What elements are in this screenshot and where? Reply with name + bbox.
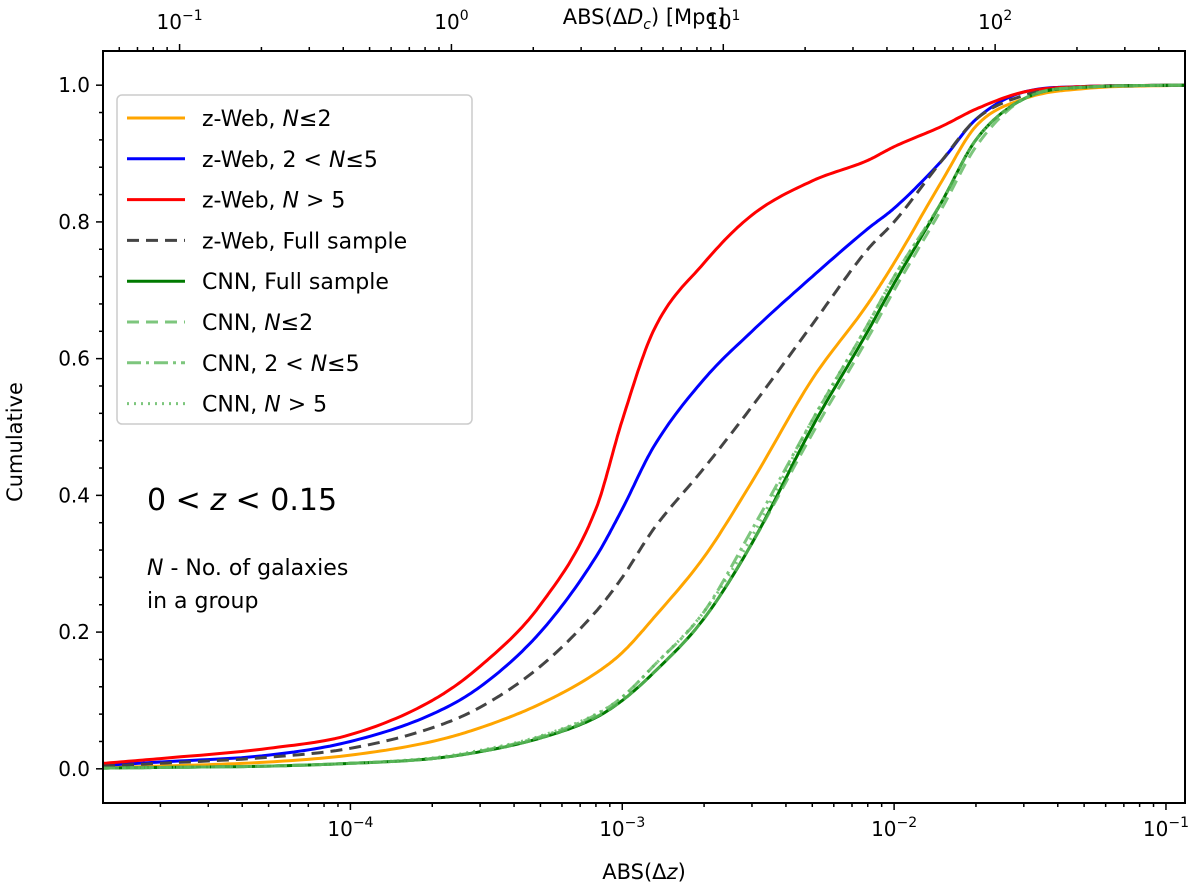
x-tick-label-base: 10 bbox=[599, 817, 624, 841]
redshift-range-part: 0 < bbox=[147, 483, 210, 518]
legend-label: z-Web, 2 < N≤5 bbox=[202, 148, 378, 173]
legend-label-part: N bbox=[283, 107, 299, 132]
legend-label: CNN, N > 5 bbox=[202, 393, 327, 418]
ticks-layer: 10−4 10−3 10−2 10−110−1 100 101 1020.00.20.40.… bbox=[58, 8, 1189, 841]
y-tick-label: 0.4 bbox=[58, 483, 90, 507]
x-tick-label: 10−4 bbox=[327, 815, 373, 841]
legend-label: CNN, 2 < N≤5 bbox=[202, 352, 360, 377]
plot-frame bbox=[102, 50, 1186, 804]
legend-label-part: CNN, Full sample bbox=[202, 270, 389, 295]
legend-box bbox=[116, 94, 473, 425]
group-size-note-part: - No. of galaxies bbox=[163, 556, 348, 581]
x-tick-label: 10−2 bbox=[871, 815, 917, 841]
redshift-range-annotation: 0 < z < 0.15 bbox=[147, 483, 337, 518]
series-line-8 bbox=[103, 83, 1185, 770]
group-size-note: N - No. of galaxies bbox=[147, 556, 348, 581]
legend-label: z-Web, N > 5 bbox=[202, 189, 345, 214]
top-tick-label-exponent: 2 bbox=[1003, 8, 1012, 24]
legend-label-part: ≤5 bbox=[345, 148, 377, 173]
legend-label-part: z-Web, Full sample bbox=[202, 229, 407, 254]
legend-label-part: z-Web, 2 < bbox=[202, 148, 329, 173]
top-tick-label-base: 10 bbox=[157, 10, 182, 34]
legend-label-part: N bbox=[264, 393, 280, 418]
legend-label-part: > 5 bbox=[299, 189, 345, 214]
legend-label: z-Web, Full sample bbox=[202, 229, 407, 254]
x-tick-label-exponent: −3 bbox=[625, 815, 646, 831]
group-size-note-line2: in a group bbox=[147, 589, 258, 614]
x-tick-label-exponent: −2 bbox=[897, 815, 918, 831]
x-tick-label-exponent: −4 bbox=[353, 815, 374, 831]
top-tick-label: 102 bbox=[978, 8, 1012, 34]
y-tick-label: 0.0 bbox=[58, 757, 90, 781]
y-tick-label: 0.8 bbox=[58, 210, 90, 234]
top-axis-title-part: ABS(Δ bbox=[563, 5, 628, 29]
x-tick-label: 10−3 bbox=[599, 815, 645, 841]
y-tick-label: 0.2 bbox=[58, 620, 90, 644]
x-tick-label-base: 10 bbox=[1143, 817, 1168, 841]
legend-label-part: N bbox=[283, 189, 299, 214]
annotations: 0 < z < 0.15 N - No. of galaxies in a gr… bbox=[147, 483, 348, 614]
top-axis-title: ABS(ΔDc) [Mpc] bbox=[563, 5, 725, 33]
legend-label-part: N bbox=[311, 352, 327, 377]
x-axis-title-part: ) bbox=[678, 860, 686, 884]
series-line-3 bbox=[102, 83, 1185, 765]
y-tick-label: 0.6 bbox=[58, 347, 90, 371]
y-axis-title: Cumulative bbox=[3, 382, 27, 502]
top-tick-label-exponent: 0 bbox=[460, 8, 469, 24]
legend-label-part: CNN, bbox=[202, 393, 264, 418]
legend-label-part: N bbox=[329, 148, 345, 173]
legend-label-part: CNN, 2 < bbox=[202, 352, 311, 377]
legend-label-part: > 5 bbox=[281, 393, 327, 418]
legend-label-part: ≤5 bbox=[327, 352, 359, 377]
x-tick-label-exponent: −1 bbox=[1168, 815, 1189, 831]
legend-label: z-Web, N≤2 bbox=[202, 107, 331, 132]
top-tick-label: 10−1 bbox=[157, 8, 203, 34]
legend-label-part: z-Web, bbox=[202, 107, 283, 132]
redshift-range-part: z bbox=[209, 483, 227, 518]
top-axis-title-subscript: c bbox=[643, 17, 651, 33]
top-tick-label-base: 10 bbox=[978, 10, 1003, 34]
group-size-note-part: N bbox=[147, 556, 163, 581]
x-tick-label-base: 10 bbox=[871, 817, 896, 841]
series-line-1 bbox=[102, 83, 1186, 769]
legend-label-part: z-Web, bbox=[202, 189, 283, 214]
legend-label-part: ≤2 bbox=[281, 311, 313, 336]
x-axis-title: ABS(Δz) bbox=[602, 860, 686, 884]
top-tick-label-exponent: −1 bbox=[182, 8, 203, 24]
x-tick-label-base: 10 bbox=[327, 817, 352, 841]
x-axis-title-variable: z bbox=[666, 860, 679, 884]
legend-label-part: CNN, bbox=[202, 311, 264, 336]
top-axis-title-variable: D bbox=[627, 5, 643, 29]
top-tick-label: 100 bbox=[434, 8, 468, 34]
x-axis-title-part: ABS(Δ bbox=[602, 860, 667, 884]
top-tick-label-base: 10 bbox=[434, 10, 459, 34]
legend-label: CNN, N≤2 bbox=[202, 311, 313, 336]
redshift-range-part: < 0.15 bbox=[226, 483, 337, 518]
top-tick-label-base: 10 bbox=[706, 10, 731, 34]
series-line-6 bbox=[103, 83, 1185, 770]
legend-label: CNN, Full sample bbox=[202, 270, 389, 295]
top-tick-label-exponent: 1 bbox=[732, 8, 741, 24]
series-line-4 bbox=[102, 83, 1186, 768]
x-tick-label: 10−1 bbox=[1143, 815, 1189, 841]
legend-label-part: N bbox=[264, 311, 280, 336]
y-tick-label: 1.0 bbox=[58, 73, 90, 97]
legend-label-part: ≤2 bbox=[299, 107, 331, 132]
series-layer bbox=[102, 83, 1186, 770]
top-tick-label: 101 bbox=[706, 8, 740, 34]
legend: z-Web, N≤2z-Web, 2 < N≤5z-Web, N > 5z-We… bbox=[116, 94, 473, 425]
top-axis-title-part: ) [Mpc] bbox=[651, 5, 725, 29]
